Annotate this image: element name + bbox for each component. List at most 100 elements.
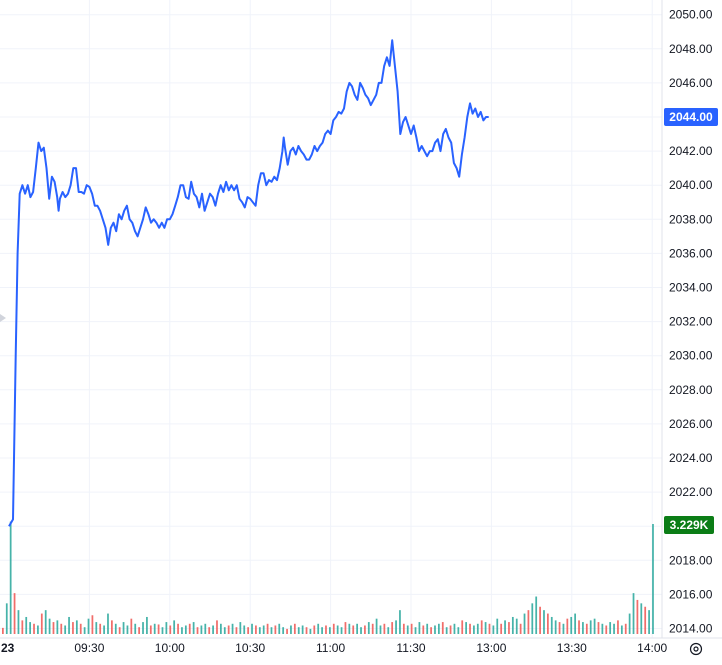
- volume-bar: [430, 627, 432, 634]
- volume-bar: [652, 524, 654, 634]
- x-tick-label: 13:30: [557, 641, 587, 655]
- volume-bar: [329, 627, 331, 634]
- y-tick-label: 2038.00: [669, 212, 713, 226]
- y-tick-label: 2026.00: [669, 417, 713, 431]
- grid: [0, 0, 662, 638]
- volume-bar: [387, 627, 390, 634]
- volume-bar: [25, 616, 28, 634]
- volume-bar: [21, 620, 24, 634]
- y-tick-label: 2050.00: [669, 8, 713, 22]
- volume-bar: [157, 624, 160, 634]
- volume-bar: [441, 622, 444, 634]
- x-tick-label: 23: [1, 641, 15, 655]
- volume-bar: [286, 628, 288, 634]
- volume-bar: [348, 623, 351, 634]
- price-series: [8, 39, 489, 527]
- volume-bar: [188, 623, 191, 634]
- volume-bars: [2, 521, 654, 634]
- volume-bar: [72, 622, 74, 634]
- volume-bar: [278, 623, 281, 634]
- volume-bar: [231, 623, 234, 634]
- volume-bar: [543, 610, 545, 634]
- volume-bar: [585, 623, 588, 634]
- y-tick-label: 2014.00: [669, 622, 713, 636]
- y-tick-label: 2040.00: [669, 178, 713, 192]
- volume-bar: [496, 618, 499, 634]
- volume-bar: [52, 622, 55, 634]
- volume-bar: [169, 625, 172, 634]
- volume-bar: [609, 622, 612, 634]
- volume-bar: [547, 613, 549, 634]
- x-tick-label: 11:30: [396, 641, 425, 655]
- volume-bar: [251, 623, 253, 634]
- last-price-badge: [664, 108, 718, 126]
- volume-bar: [153, 623, 156, 634]
- volume-bar: [317, 623, 320, 634]
- y-tick-label: 2018.00: [669, 553, 713, 567]
- volume-bar: [56, 620, 59, 634]
- volume-bar: [562, 623, 565, 634]
- volume-bar: [17, 610, 20, 634]
- volume-bar: [379, 625, 382, 634]
- volume-bar: [620, 625, 623, 634]
- volume-bar: [480, 620, 483, 634]
- settings-gear-icon[interactable]: [685, 638, 707, 660]
- volume-bar: [406, 625, 409, 634]
- volume-bar: [554, 620, 557, 634]
- volume-bar: [476, 623, 479, 634]
- volume-bar: [364, 625, 366, 634]
- volume-bar: [504, 620, 506, 634]
- volume-bar: [29, 622, 32, 634]
- volume-bar: [5, 603, 8, 634]
- volume-bar: [500, 623, 503, 634]
- volume-bar: [134, 623, 137, 634]
- volume-bar: [469, 623, 471, 634]
- volume-bar: [613, 623, 615, 634]
- volume-bar: [399, 610, 401, 634]
- volume-bar: [395, 620, 397, 634]
- volume-bar: [402, 623, 405, 634]
- volume-bar: [325, 625, 327, 634]
- volume-bar: [107, 613, 109, 634]
- x-tick-label: 10:30: [235, 641, 265, 655]
- volume-bar: [9, 521, 12, 634]
- price-line: [8, 39, 489, 527]
- volume-bar: [282, 627, 285, 634]
- volume-bar: [64, 625, 67, 634]
- volume-bar: [582, 622, 584, 634]
- volume-bar: [367, 622, 370, 634]
- volume-bar: [243, 625, 246, 634]
- volume-bar: [130, 618, 133, 634]
- y-tick-label: 2046.00: [669, 76, 713, 90]
- volume-bar: [539, 606, 541, 634]
- volume-bar: [473, 625, 475, 634]
- volume-bar: [305, 627, 308, 634]
- volume-bar: [75, 620, 78, 634]
- volume-bar: [461, 620, 464, 634]
- volume-bar: [340, 627, 343, 634]
- volume-bar: [352, 625, 355, 634]
- volume-bar: [601, 623, 604, 634]
- price-axis[interactable]: 2050.00 2048.00 2046.00 2044.00 2042.00 2040.…: [669, 8, 713, 636]
- volume-bar: [2, 627, 4, 634]
- volume-bar: [383, 623, 386, 634]
- volume-bar: [589, 620, 592, 634]
- volume-bar: [578, 620, 580, 634]
- x-tick-label: 09:30: [74, 641, 104, 655]
- y-tick-label: 2028.00: [669, 383, 713, 397]
- volume-bar: [270, 627, 273, 634]
- time-axis[interactable]: 23 09:30 10:00 10:30 11:00 11:30 13:00 13:30 14:…: [1, 641, 668, 655]
- volume-bar: [13, 593, 16, 634]
- volume-bar: [457, 627, 460, 634]
- volume-bar: [624, 623, 627, 634]
- volume-bar: [114, 623, 117, 634]
- volume-bar: [83, 627, 86, 634]
- volume-bar: [523, 613, 526, 634]
- volume-bar: [227, 625, 230, 634]
- volume-bar: [247, 627, 250, 634]
- volume-bar: [313, 625, 316, 634]
- volume-bar: [418, 622, 421, 634]
- volume-bar: [208, 627, 211, 634]
